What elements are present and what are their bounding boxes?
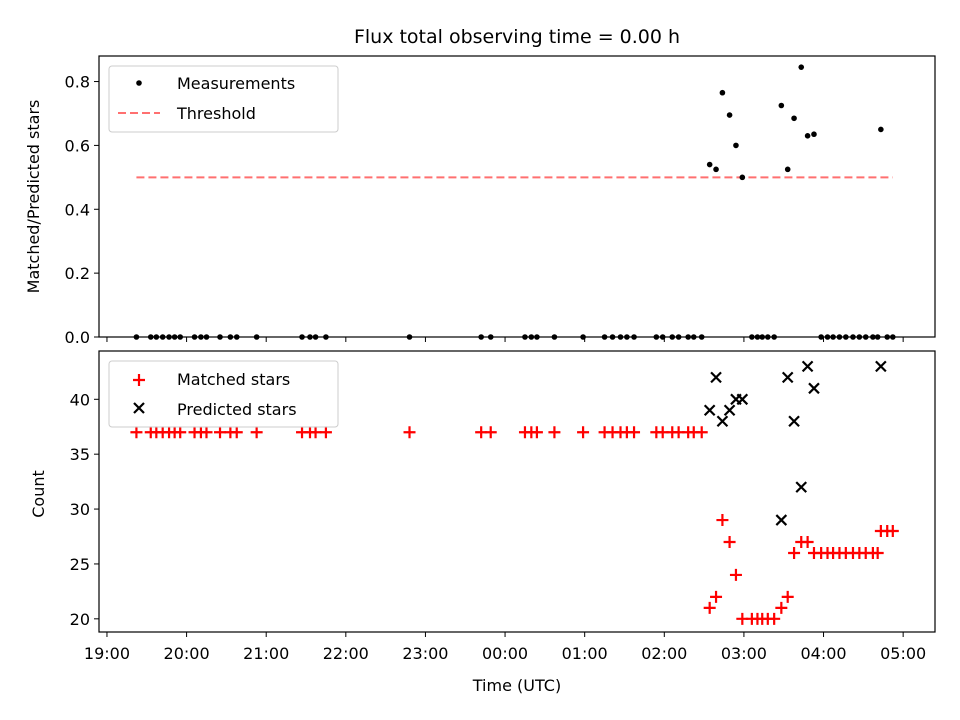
matched-stars-legend-label: Matched stars — [177, 370, 290, 389]
bottom-legend: Matched stars Predicted stars — [108, 360, 339, 428]
top-plot-frame — [98, 55, 936, 338]
measurement-point — [878, 126, 884, 133]
predicted-stars-legend-marker — [133, 402, 145, 414]
predicted-star-point — [801, 360, 814, 373]
x-tick-label: 03:00 — [721, 644, 767, 663]
predicted-star-point — [736, 393, 749, 406]
matched-star-point — [130, 426, 143, 439]
x-tick-label: 01:00 — [562, 644, 608, 663]
predicted-star-point — [875, 360, 887, 373]
matched-star-point — [309, 426, 322, 439]
matched-stars-legend-marker — [133, 374, 145, 386]
top-y-tick-label: 0.8 — [65, 73, 90, 92]
x-tick-label: 00:00 — [482, 644, 528, 663]
measurement-point — [811, 131, 817, 138]
x-axis-label: Time (UTC) — [472, 676, 561, 695]
x-tick-label: 21:00 — [243, 644, 289, 663]
x-tick-label: 22:00 — [323, 644, 369, 663]
measurement-point — [726, 112, 733, 118]
measurement-point — [713, 166, 719, 173]
x-tick-label: 04:00 — [800, 644, 846, 663]
predicted-star-point — [795, 481, 808, 493]
matched-star-point — [768, 612, 781, 625]
bottom-y-axis-label: Count — [29, 470, 48, 518]
matched-star-point — [174, 426, 187, 439]
top-legend: Measurements Threshold — [108, 65, 339, 133]
matched-star-point — [729, 568, 742, 581]
top-y-tick-label: 0.0 — [65, 328, 90, 347]
matched-star-point — [775, 601, 788, 614]
bottom-y-tick-label: 30 — [70, 500, 90, 519]
x-tick-label: 20:00 — [164, 644, 210, 663]
matched-star-point — [319, 426, 332, 439]
predicted-star-point — [703, 404, 716, 417]
matched-star-point — [695, 426, 708, 439]
x-tick-label: 05:00 — [880, 644, 926, 663]
predicted-star-point — [710, 371, 722, 384]
matched-star-point — [781, 590, 794, 603]
matched-star-point — [230, 426, 243, 439]
top-y-tick-label: 0.6 — [65, 136, 90, 155]
predicted-star-point — [808, 382, 820, 395]
measurement-point — [778, 102, 785, 109]
matched-star-point — [703, 601, 716, 614]
measurement-point — [733, 142, 739, 149]
measurement-point — [706, 161, 713, 168]
bottom-y-tick-label: 35 — [70, 445, 90, 464]
bottom-legend-box — [108, 360, 339, 428]
matched-star-point — [200, 426, 213, 439]
predicted-star-point — [723, 404, 736, 417]
top-y-tick-label: 0.4 — [65, 200, 90, 219]
chart-title: Flux total observing time = 0.00 h — [354, 26, 680, 48]
bottom-panel-counts: 20 25 30 35 40 19:00 20:00 21:00 22:00 23:00 00:00… — [29, 350, 936, 695]
bottom-y-tick-label: 40 — [70, 390, 90, 409]
matched-star-point — [710, 590, 723, 603]
matched-star-point — [723, 535, 736, 548]
measurements-legend-marker — [136, 80, 142, 86]
matched-star-point — [886, 525, 899, 538]
matched-star-point — [577, 426, 590, 439]
measurement-point — [739, 174, 746, 181]
predicted-stars-legend-label: Predicted stars — [177, 400, 297, 419]
measurements-legend-label: Measurements — [177, 74, 295, 93]
top-panel-flux-ratio: 0.00.20.40.60.8 Matched/Predicted stars … — [24, 55, 936, 347]
matched-star-point — [214, 426, 227, 439]
threshold-legend-label: Threshold — [176, 104, 256, 123]
matched-star-point — [788, 546, 801, 559]
matched-star-point — [628, 426, 641, 439]
measurement-point — [798, 64, 805, 70]
matched-star-point — [403, 426, 416, 439]
measurement-point — [791, 115, 797, 122]
top-y-tick-label: 0.2 — [65, 264, 90, 283]
predicted-star-point — [716, 415, 729, 428]
matched-star-point — [530, 426, 543, 439]
predicted-star-point — [788, 415, 800, 428]
x-tick-label: 19:00 — [84, 644, 130, 663]
matched-star-point — [801, 535, 814, 548]
predicted-star-point — [775, 514, 788, 526]
matched-star-point — [716, 514, 729, 527]
bottom-y-tick-label: 20 — [70, 610, 90, 629]
x-tick-label: 23:00 — [402, 644, 448, 663]
top-y-axis-label: Matched/Predicted stars — [24, 100, 43, 294]
top-legend-box — [108, 65, 339, 133]
measurement-point — [804, 133, 811, 139]
predicted-star-point — [781, 371, 794, 384]
measurement-point — [719, 89, 726, 96]
bottom-y-tick-label: 25 — [70, 555, 90, 574]
x-tick-label: 02:00 — [641, 644, 687, 663]
matched-star-point — [548, 426, 561, 439]
matched-star-point — [871, 546, 884, 559]
bottom-plot-frame — [98, 350, 936, 633]
matched-star-point — [250, 426, 263, 439]
matched-star-point — [484, 426, 497, 439]
measurement-point — [784, 166, 791, 173]
